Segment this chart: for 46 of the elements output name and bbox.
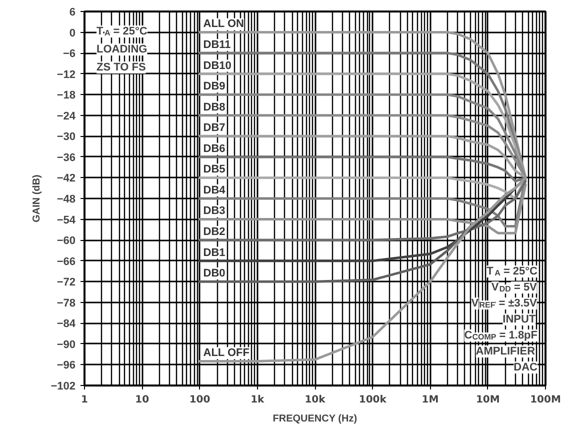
y-tick-label: −18 [56, 90, 76, 102]
y-tick-label: 0 [69, 27, 76, 40]
series-label: DB2 [203, 226, 226, 238]
y-tick-label: −6 [62, 48, 76, 60]
y-tick-label: −54 [56, 214, 76, 226]
x-tick-label: 10k [304, 394, 326, 406]
x-tick-label: 1k [250, 394, 265, 406]
series-label: ALL ON [203, 18, 244, 30]
series-label: ALL OFF [203, 347, 250, 360]
series-label: DB11 [203, 38, 231, 51]
y-tick-label: −102 [50, 380, 76, 392]
y-tick-label: −66 [56, 256, 76, 268]
y-tick-label: 6 [69, 6, 76, 18]
series-label: DB1 [203, 246, 226, 259]
series-label: DB0 [203, 268, 226, 280]
y-tick-label: −36 [56, 152, 76, 164]
series-label: DB7 [203, 122, 226, 134]
y-tick-label: −72 [56, 276, 76, 289]
x-tick-label: 100k [358, 394, 387, 406]
series-label: DB5 [203, 164, 226, 176]
y-tick-label: −96 [56, 360, 76, 372]
y-tick-label: −60 [56, 235, 76, 248]
y-tick-label: −48 [56, 194, 76, 206]
y-axis-title: GAIN (dB) [32, 174, 43, 222]
x-tick-label: 1 [81, 394, 88, 406]
series-label: DB10 [203, 60, 232, 72]
x-tick-label: 100 [189, 394, 210, 406]
y-tick-label: −30 [56, 131, 76, 144]
series-label: DB6 [203, 142, 226, 155]
series-label: DB8 [203, 101, 226, 114]
y-tick-label: −78 [56, 297, 76, 310]
y-tick-label: −90 [56, 338, 76, 351]
series-label: DB9 [203, 80, 226, 93]
x-tick-label: 100M [530, 394, 561, 406]
y-tick-label: −84 [56, 318, 76, 330]
x-axis-title: FREQUENCY (Hz) [272, 414, 358, 424]
x-tick-label: 1M [422, 394, 439, 406]
y-tick-label: −12 [56, 68, 76, 81]
series-label: DB4 [203, 184, 226, 196]
series-label: DB3 [203, 205, 226, 218]
text: TA = 25°C VDD = 5V VREF = ±3.5V INPUT CCOMP = 1.8pF AMPLIFIER DAC [464, 266, 538, 374]
y-tick-label: −42 [56, 172, 76, 185]
x-tick-label: 10M [476, 394, 500, 406]
annotation: TA = 25°C LOADING ZS TO FS [96, 26, 148, 74]
x-tick-label: 10 [135, 394, 150, 406]
y-tick-label: −24 [56, 110, 76, 122]
